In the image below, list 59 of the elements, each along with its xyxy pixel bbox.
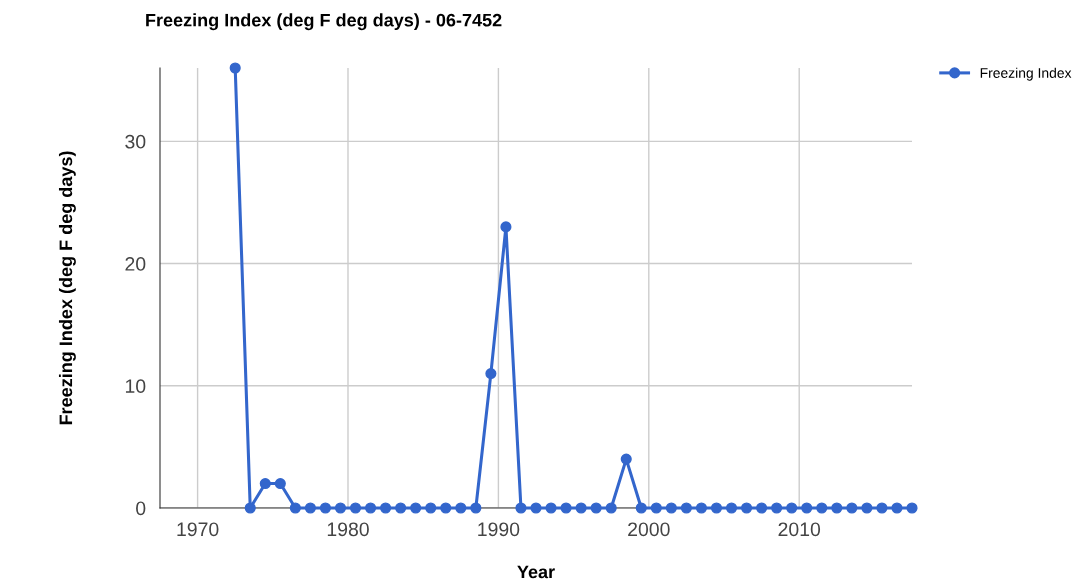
point bbox=[756, 502, 768, 514]
point bbox=[605, 502, 617, 514]
point bbox=[575, 502, 587, 514]
point bbox=[650, 502, 662, 514]
point bbox=[319, 502, 331, 514]
point bbox=[906, 502, 918, 514]
point bbox=[485, 367, 497, 380]
point bbox=[244, 502, 256, 514]
point bbox=[500, 221, 512, 233]
point bbox=[620, 453, 632, 465]
point bbox=[334, 502, 347, 514]
legend-label: Freezing Index bbox=[980, 67, 1072, 81]
point bbox=[470, 502, 482, 514]
y-tick-label: 20 bbox=[125, 257, 146, 271]
point bbox=[395, 502, 407, 514]
point bbox=[530, 502, 542, 514]
point bbox=[410, 502, 422, 514]
point bbox=[590, 502, 602, 514]
x-tick-label: 1990 bbox=[478, 522, 520, 537]
point bbox=[801, 502, 813, 514]
y-axis-title: Freezing Index (deg F deg days) bbox=[58, 151, 76, 425]
point bbox=[846, 502, 858, 514]
x-tick-label: 2000 bbox=[628, 522, 670, 537]
point bbox=[259, 477, 271, 490]
point bbox=[380, 502, 392, 514]
point bbox=[515, 502, 527, 514]
point bbox=[861, 502, 873, 514]
point bbox=[695, 502, 707, 514]
point bbox=[665, 502, 677, 514]
x-tick-label: 1980 bbox=[327, 522, 369, 537]
point bbox=[725, 502, 738, 514]
x-tick-label: 1970 bbox=[177, 522, 219, 537]
point bbox=[304, 502, 316, 514]
point bbox=[876, 502, 888, 514]
x-tick-label: 2010 bbox=[778, 522, 821, 537]
chart-title: Freezing Index (deg F deg days) - 06-7452 bbox=[146, 13, 502, 31]
x-axis-title: Year bbox=[517, 565, 555, 579]
point bbox=[741, 502, 753, 514]
point bbox=[545, 502, 557, 514]
point bbox=[425, 502, 437, 514]
point bbox=[274, 477, 286, 490]
point bbox=[229, 62, 241, 74]
point bbox=[289, 502, 301, 514]
point bbox=[680, 502, 692, 514]
point bbox=[891, 502, 903, 514]
point bbox=[831, 502, 843, 514]
point bbox=[455, 502, 467, 514]
point bbox=[349, 502, 362, 514]
y-tick-label: 30 bbox=[125, 134, 146, 149]
y-tick-label: 0 bbox=[136, 501, 146, 516]
point bbox=[365, 502, 377, 514]
point bbox=[771, 502, 783, 514]
point bbox=[710, 502, 723, 514]
point bbox=[816, 502, 828, 514]
y-tick-label: 10 bbox=[125, 379, 146, 394]
point bbox=[440, 502, 452, 514]
point bbox=[560, 502, 572, 514]
point bbox=[635, 502, 647, 514]
point bbox=[786, 502, 798, 514]
